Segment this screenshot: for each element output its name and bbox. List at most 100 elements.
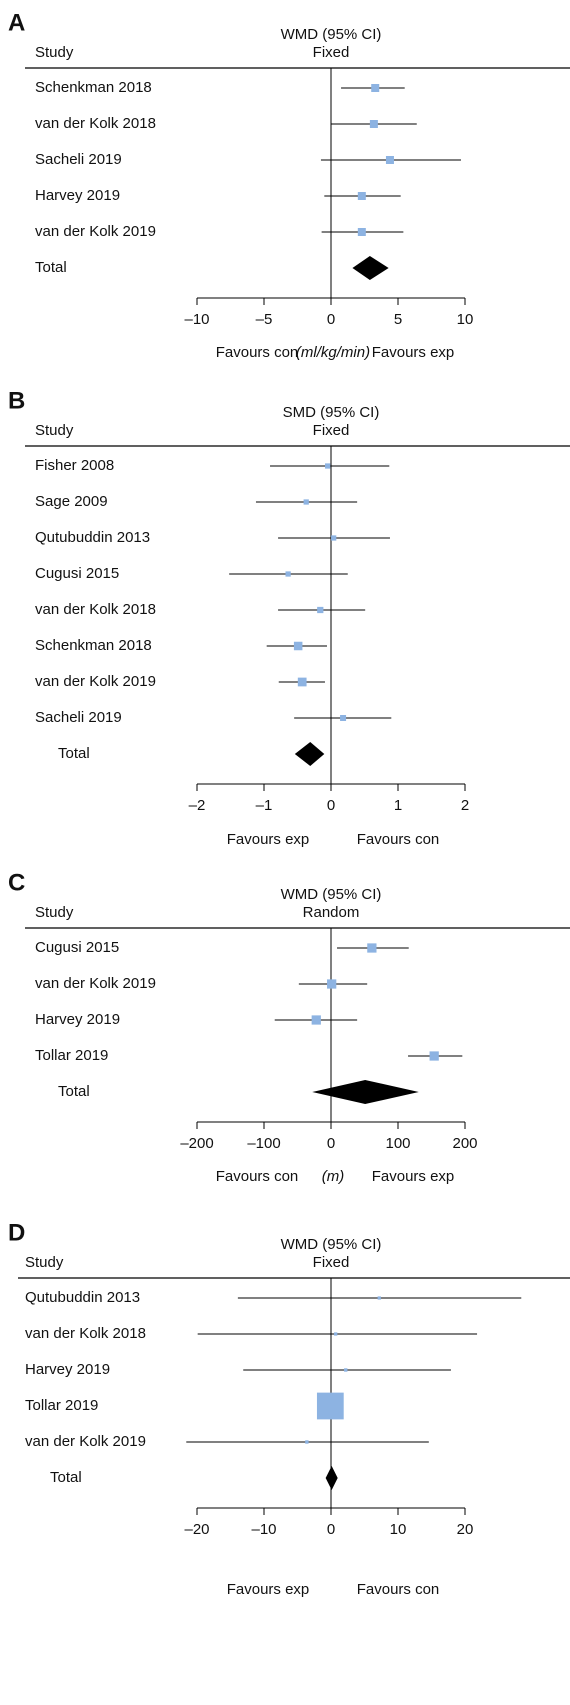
model-label: Fixed [313, 422, 350, 439]
study-label: Qutubuddin 2013 [35, 529, 150, 546]
study-label: Fisher 2008 [35, 457, 114, 474]
favours-left: Favours exp [227, 831, 310, 848]
effect-square [303, 499, 309, 505]
study-label: Harvey 2019 [35, 1011, 120, 1028]
panel-label: A [8, 9, 25, 36]
study-label: Qutubuddin 2013 [25, 1289, 140, 1306]
study-label: van der Kolk 2019 [35, 975, 156, 992]
x-tick-label: 10 [390, 1521, 407, 1538]
x-tick-label: 0 [327, 1521, 335, 1538]
x-tick-label: –200 [180, 1135, 213, 1152]
study-label: van der Kolk 2018 [35, 601, 156, 618]
x-tick-label: 100 [385, 1135, 410, 1152]
study-label: Tollar 2019 [35, 1047, 108, 1064]
effect-square [316, 1392, 344, 1420]
total-label: Total [50, 1469, 82, 1486]
x-tick-label: –10 [251, 1521, 276, 1538]
study-label: Sacheli 2019 [35, 151, 122, 168]
x-tick-label: –10 [184, 311, 209, 328]
unit-label: (ml/kg/min) [296, 344, 370, 361]
effect-square [357, 192, 366, 200]
panel-label: C [8, 869, 25, 896]
column-header: Study [25, 1254, 64, 1271]
effect-title: WMD (95% CI) [281, 1236, 382, 1253]
effect-square [305, 1440, 309, 1444]
effect-square [327, 979, 337, 989]
effect-square [293, 641, 303, 651]
total-label: Total [35, 259, 67, 276]
x-tick-label: 5 [394, 311, 402, 328]
study-label: Cugusi 2015 [35, 565, 119, 582]
column-header: Study [35, 422, 74, 439]
effect-title: WMD (95% CI) [281, 26, 382, 43]
effect-title: SMD (95% CI) [283, 404, 380, 421]
column-header: Study [35, 904, 74, 921]
x-tick-label: 0 [327, 797, 335, 814]
study-label: Sage 2009 [35, 493, 108, 510]
study-label: Harvey 2019 [25, 1361, 110, 1378]
study-label: Tollar 2019 [25, 1397, 98, 1414]
x-tick-label: –2 [189, 797, 206, 814]
unit-label: (m) [322, 1168, 345, 1185]
favours-left: Favours exp [227, 1581, 310, 1598]
x-tick-label: –5 [256, 311, 273, 328]
effect-title: WMD (95% CI) [281, 886, 382, 903]
effect-square [331, 535, 337, 541]
study-label: Schenkman 2018 [35, 637, 152, 654]
column-header: Study [35, 44, 74, 61]
favours-right: Favours exp [372, 1168, 455, 1185]
effect-square [344, 1368, 348, 1372]
x-tick-label: 0 [327, 1135, 335, 1152]
x-tick-label: 0 [327, 311, 335, 328]
x-tick-label: 200 [452, 1135, 477, 1152]
x-tick-label: 1 [394, 797, 402, 814]
study-label: Schenkman 2018 [35, 79, 152, 96]
study-label: van der Kolk 2019 [25, 1433, 146, 1450]
x-tick-label: –20 [184, 1521, 209, 1538]
total-label: Total [58, 745, 90, 762]
favours-left: Favours con [216, 344, 299, 361]
effect-square [325, 463, 331, 469]
panel-label: D [8, 1219, 25, 1246]
effect-square [297, 677, 307, 687]
total-diamond [294, 742, 325, 766]
study-label: Cugusi 2015 [35, 939, 119, 956]
effect-square [371, 84, 380, 92]
model-label: Fixed [313, 44, 350, 61]
total-diamond [325, 1466, 338, 1490]
effect-square [334, 1332, 338, 1336]
favours-right: Favours exp [372, 344, 455, 361]
effect-square [311, 1015, 321, 1025]
favours-right: Favours con [357, 831, 440, 848]
study-label: Harvey 2019 [35, 187, 120, 204]
favours-left: Favours con [216, 1168, 299, 1185]
effect-square [367, 943, 377, 953]
favours-right: Favours con [357, 1581, 440, 1598]
effect-square [357, 228, 366, 236]
x-tick-label: 10 [457, 311, 474, 328]
study-label: van der Kolk 2018 [35, 115, 156, 132]
model-label: Fixed [313, 1254, 350, 1271]
x-tick-label: –1 [256, 797, 273, 814]
x-tick-label: 2 [461, 797, 469, 814]
total-diamond [312, 1080, 419, 1104]
effect-square [285, 571, 291, 577]
study-label: van der Kolk 2019 [35, 223, 156, 240]
effect-square [369, 120, 378, 128]
study-label: van der Kolk 2019 [35, 673, 156, 690]
panel-label: B [8, 387, 25, 414]
x-tick-label: 20 [457, 1521, 474, 1538]
x-tick-label: –100 [247, 1135, 280, 1152]
total-label: Total [58, 1083, 90, 1100]
total-diamond [352, 256, 389, 280]
model-label: Random [303, 904, 360, 921]
effect-square [340, 715, 347, 721]
effect-square [385, 156, 394, 164]
study-label: Sacheli 2019 [35, 709, 122, 726]
effect-square [377, 1296, 381, 1300]
study-label: van der Kolk 2018 [25, 1325, 146, 1342]
effect-square [317, 606, 324, 614]
effect-square [429, 1051, 439, 1061]
